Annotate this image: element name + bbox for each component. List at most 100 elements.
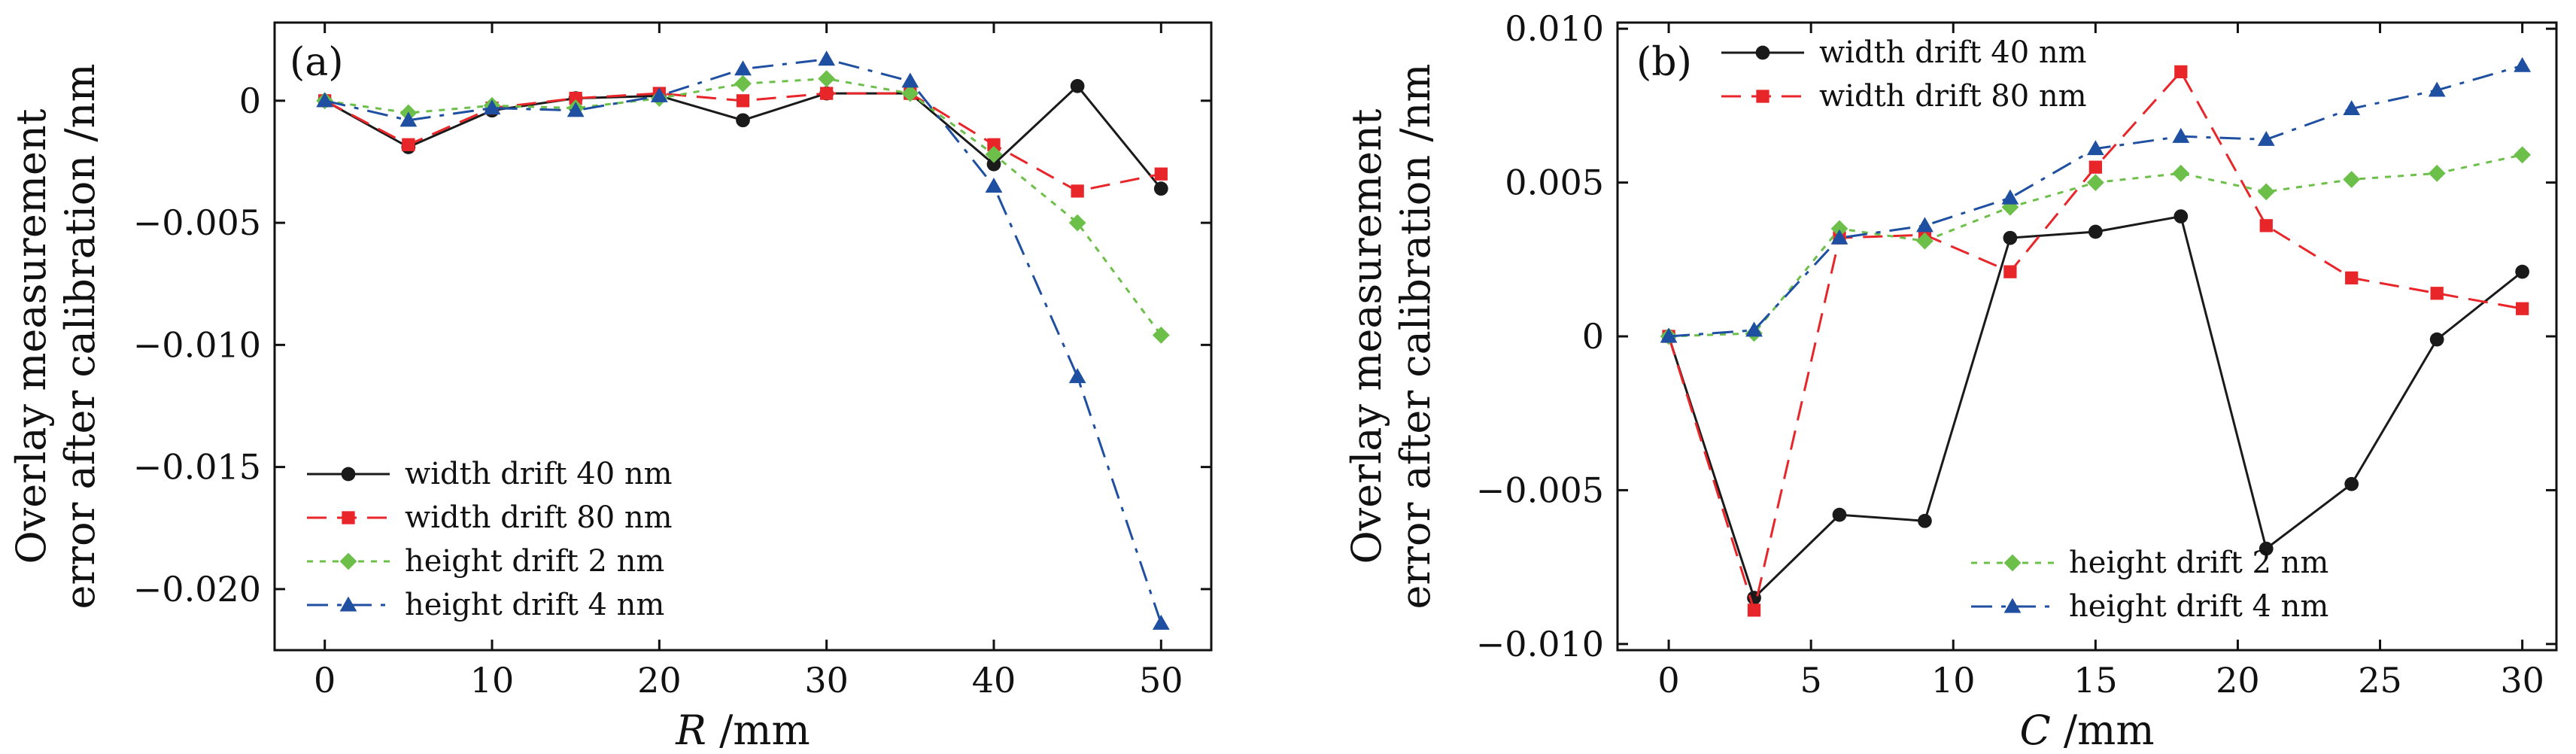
- data-point: [2428, 81, 2446, 97]
- y-tick-label: −0.010: [133, 324, 261, 365]
- data-point: [734, 60, 752, 76]
- data-point: [2429, 332, 2444, 347]
- data-point: [2345, 271, 2359, 284]
- data-point: [2514, 146, 2532, 164]
- data-point: [2343, 100, 2361, 116]
- data-point: [820, 87, 834, 100]
- series-line: [324, 92, 1162, 193]
- data-point: [901, 72, 919, 88]
- data-point: [1830, 220, 1848, 238]
- data-point: [1068, 214, 1086, 232]
- data-point: [2172, 164, 2190, 182]
- series-line: [1667, 214, 2523, 600]
- data-point: [985, 145, 1003, 163]
- x-tick-label: 50: [1139, 660, 1183, 701]
- data-point: [650, 87, 668, 102]
- x-axis-label: R /mm: [675, 707, 810, 754]
- x-axis-variable: R: [675, 707, 706, 754]
- data-point: [818, 50, 836, 66]
- y-axis-label-line2: error after calibration /nm: [1392, 63, 1439, 609]
- data-point: [2088, 224, 2103, 239]
- data-point: [1916, 217, 1934, 233]
- data-point: [1152, 614, 1170, 630]
- x-tick-label: 10: [1931, 660, 1976, 701]
- x-tick-label: 5: [1800, 660, 1822, 701]
- y-tick-label: −0.015: [133, 447, 261, 488]
- data-point: [402, 138, 415, 151]
- series-line: [324, 78, 1162, 336]
- data-point: [2172, 127, 2190, 143]
- series-line: [324, 58, 1162, 624]
- data-point: [986, 157, 1001, 172]
- x-tick-label: 20: [2216, 660, 2260, 701]
- data-point: [985, 178, 1003, 193]
- data-point: [1154, 167, 1168, 181]
- x-tick-label: 30: [804, 660, 849, 701]
- data-point: [1745, 321, 1763, 337]
- data-point: [399, 111, 418, 127]
- data-point: [569, 91, 582, 105]
- legend-label: width drift 40 nm: [1819, 35, 2087, 70]
- x-tick-label: 30: [2500, 660, 2544, 701]
- legend-0: width drift 40 nm width drift 80 nm height…: [307, 457, 673, 622]
- x-axis-unit: /mm: [2051, 707, 2155, 754]
- data-point: [2343, 171, 2361, 188]
- legend-label: height drift 2 nm: [2069, 546, 2328, 580]
- x-tick-label: 20: [637, 660, 682, 701]
- data-point: [1660, 327, 1678, 343]
- data-point: [736, 94, 750, 108]
- y-tick-label: 0.010: [1505, 8, 1604, 49]
- data-point: [2430, 287, 2444, 300]
- legend-label: height drift 4 nm: [2069, 589, 2328, 624]
- x-tick-label: 10: [470, 660, 515, 701]
- series-height-drift-2-nm: [316, 70, 1170, 344]
- data-point: [1918, 513, 1932, 528]
- data-point: [2003, 230, 2018, 245]
- data-point: [2259, 219, 2273, 233]
- legend-marker: [1756, 90, 1769, 103]
- x-tick-label: 0: [1657, 660, 1679, 701]
- data-point: [316, 92, 334, 108]
- legend-marker: [339, 552, 357, 570]
- data-point: [2515, 264, 2529, 279]
- data-point: [1070, 79, 1085, 93]
- legend-label: width drift 80 nm: [1819, 79, 2087, 114]
- legend-marker: [2003, 597, 2022, 613]
- x-tick-label: 0: [314, 660, 336, 701]
- y-tick-label: −0.010: [1476, 624, 1604, 664]
- x-axis-label: C /mm: [2019, 707, 2154, 754]
- y-tick-label: −0.005: [133, 202, 261, 243]
- legend-label: height drift 2 nm: [405, 544, 664, 579]
- panel-label: (b): [1636, 40, 1692, 85]
- data-point: [1153, 181, 1168, 196]
- data-point: [2259, 541, 2274, 556]
- legend-0: width drift 40 nm width drift 80 nm: [1721, 35, 2087, 114]
- data-point: [1068, 368, 1086, 384]
- series-line: [1668, 64, 2523, 338]
- x-axis-variable: C: [2019, 707, 2050, 754]
- series-height-drift-4-nm: [316, 50, 1170, 630]
- x-tick-label: 15: [2073, 660, 2118, 701]
- data-point: [2086, 140, 2104, 156]
- data-point: [2514, 56, 2532, 72]
- y-tick-label: −0.020: [133, 569, 261, 610]
- data-point: [2428, 164, 2446, 182]
- chart-panel-b: 0 5 10 15 20 25 30 0.010 0.005 0 −0.005 −0.010 C /mm…: [1343, 8, 2558, 754]
- data-point: [901, 84, 919, 102]
- data-point: [2174, 65, 2188, 79]
- data-point: [1916, 232, 1934, 250]
- y-tick-label: 0: [1582, 316, 1604, 357]
- data-point: [736, 113, 750, 128]
- data-point: [567, 102, 585, 117]
- data-point: [987, 138, 1001, 151]
- y-axis-label-line2: error after calibration /nm: [56, 63, 104, 609]
- legend-marker: [339, 596, 357, 612]
- data-point: [2086, 174, 2104, 191]
- series-height-drift-2-nm: [1660, 146, 2532, 345]
- legend-label: width drift 40 nm: [405, 457, 673, 491]
- y-axis-label-line1: Overlay measurement: [8, 108, 55, 564]
- legend-marker: [2003, 554, 2022, 572]
- legend-marker: [1755, 45, 1770, 60]
- legend-marker: [342, 511, 355, 524]
- x-axis-unit: /mm: [706, 707, 810, 754]
